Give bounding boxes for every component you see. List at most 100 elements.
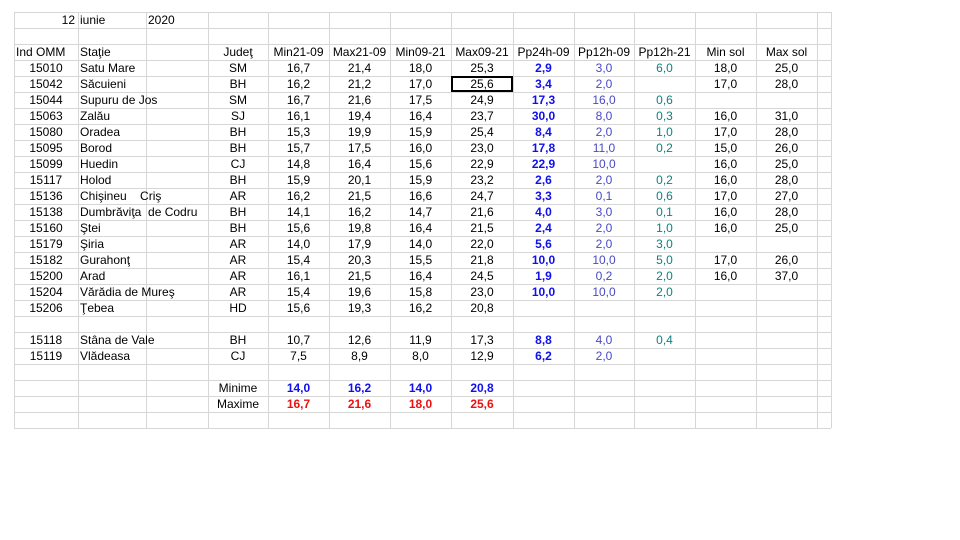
cell: 16,2 bbox=[347, 205, 372, 219]
cell: 26,0 bbox=[774, 141, 799, 155]
selected-cell[interactable] bbox=[451, 76, 513, 92]
cell: BH bbox=[229, 205, 247, 219]
cell: 6,0 bbox=[656, 61, 673, 75]
cell: 20,3 bbox=[347, 253, 372, 267]
station-name: Ştei bbox=[80, 221, 101, 235]
cell: 23,7 bbox=[470, 109, 494, 123]
column-header: Min21-09 bbox=[273, 45, 324, 59]
cell: 25,6 bbox=[470, 77, 494, 91]
cell: 24,9 bbox=[470, 93, 494, 107]
cell: 11,9 bbox=[409, 333, 432, 347]
cell: 16,2 bbox=[408, 301, 433, 315]
grid-line bbox=[78, 12, 79, 428]
cell: 12,9 bbox=[470, 349, 494, 363]
grid-line bbox=[14, 156, 831, 157]
cell: 17,0 bbox=[713, 125, 738, 139]
cell: 8,0 bbox=[595, 109, 613, 123]
cell: 0,6 bbox=[656, 189, 673, 203]
station-name: Gurahonţ bbox=[80, 253, 131, 267]
cell: 15063 bbox=[29, 109, 63, 123]
cell: BH bbox=[229, 77, 247, 91]
cell: 21,5 bbox=[470, 221, 494, 235]
column-header: Pp12h-09 bbox=[577, 45, 631, 59]
cell: 25,3 bbox=[470, 61, 494, 75]
cell: 15099 bbox=[29, 157, 63, 171]
cell: 17,0 bbox=[713, 189, 738, 203]
cell: 15,6 bbox=[286, 221, 311, 235]
cell: SJ bbox=[230, 109, 245, 123]
cell: 3,0 bbox=[595, 205, 613, 219]
grid-line bbox=[14, 396, 831, 397]
cell: 14,0 bbox=[408, 237, 433, 251]
station-name: Şiria bbox=[80, 237, 105, 251]
cell: 14,0 bbox=[286, 237, 311, 251]
cell: 15,4 bbox=[286, 253, 311, 267]
cell: 19,3 bbox=[347, 301, 372, 315]
cell: 15160 bbox=[29, 221, 63, 235]
cell: 3,0 bbox=[595, 61, 613, 75]
cell: 25,0 bbox=[774, 221, 799, 235]
cell: 17,3 bbox=[470, 333, 494, 347]
column-header: Staţie bbox=[80, 45, 111, 59]
grid-line bbox=[14, 364, 831, 365]
cell: BH bbox=[229, 141, 247, 155]
grid-line bbox=[634, 12, 635, 428]
cell: 2,0 bbox=[595, 221, 613, 235]
cell: 16,0 bbox=[713, 173, 738, 187]
station-name: Vărădia de Mureş bbox=[80, 285, 175, 299]
grid-line bbox=[14, 316, 831, 317]
cell: 28,0 bbox=[774, 205, 799, 219]
grid-line bbox=[695, 12, 696, 428]
cell: 27,0 bbox=[774, 189, 799, 203]
grid-line bbox=[14, 44, 831, 45]
cell: 15118 bbox=[29, 333, 63, 347]
cell: 23,0 bbox=[470, 141, 494, 155]
summary-value: 14,0 bbox=[286, 381, 311, 395]
grid-line bbox=[14, 140, 831, 141]
cell: 24,5 bbox=[470, 269, 494, 283]
summary-value: 14,0 bbox=[408, 381, 433, 395]
column-header: Min sol bbox=[706, 45, 745, 59]
grid-line bbox=[14, 220, 831, 221]
cell: 2,0 bbox=[595, 173, 613, 187]
cell: BH bbox=[229, 221, 247, 235]
station-name: Vlădeasa bbox=[80, 349, 131, 363]
cell: 16,6 bbox=[408, 189, 433, 203]
cell: 17,9 bbox=[347, 237, 372, 251]
cell: 25,0 bbox=[774, 157, 799, 171]
cell: 1,0 bbox=[656, 125, 673, 139]
grid-line bbox=[14, 92, 831, 93]
column-header: Pp12h-21 bbox=[638, 45, 691, 59]
cell: 17,0 bbox=[713, 77, 738, 91]
cell: 1,0 bbox=[656, 221, 673, 235]
cell: 28,0 bbox=[774, 77, 799, 91]
cell: 10,0 bbox=[531, 285, 556, 299]
cell: 19,4 bbox=[347, 109, 372, 123]
cell: SM bbox=[229, 93, 247, 107]
cell: 2,4 bbox=[535, 221, 552, 235]
grid-line bbox=[14, 172, 831, 173]
cell: 16,7 bbox=[286, 61, 311, 75]
cell: 23,2 bbox=[470, 173, 494, 187]
summary-value: 18,0 bbox=[408, 397, 433, 411]
cell: 2,0 bbox=[595, 125, 613, 139]
grid-line bbox=[14, 12, 831, 13]
cell: 21,5 bbox=[347, 189, 372, 203]
grid-line bbox=[208, 12, 209, 428]
cell: 16,2 bbox=[286, 77, 311, 91]
cell: 16,0 bbox=[713, 269, 738, 283]
grid-line bbox=[14, 348, 831, 349]
grid-line bbox=[14, 428, 831, 429]
cell: 10,7 bbox=[286, 333, 311, 347]
grid-line bbox=[14, 204, 831, 205]
cell: AR bbox=[229, 253, 247, 267]
column-header: Max21-09 bbox=[332, 45, 387, 59]
cell: 25,4 bbox=[470, 125, 494, 139]
cell: 0,3 bbox=[656, 109, 673, 123]
cell: AR bbox=[229, 237, 247, 251]
cell: 10,0 bbox=[592, 285, 616, 299]
cell: 21,8 bbox=[470, 253, 494, 267]
cell: 15136 bbox=[29, 189, 63, 203]
cell: 8,9 bbox=[351, 349, 368, 363]
station-name: Stâna de Vale bbox=[80, 333, 155, 347]
